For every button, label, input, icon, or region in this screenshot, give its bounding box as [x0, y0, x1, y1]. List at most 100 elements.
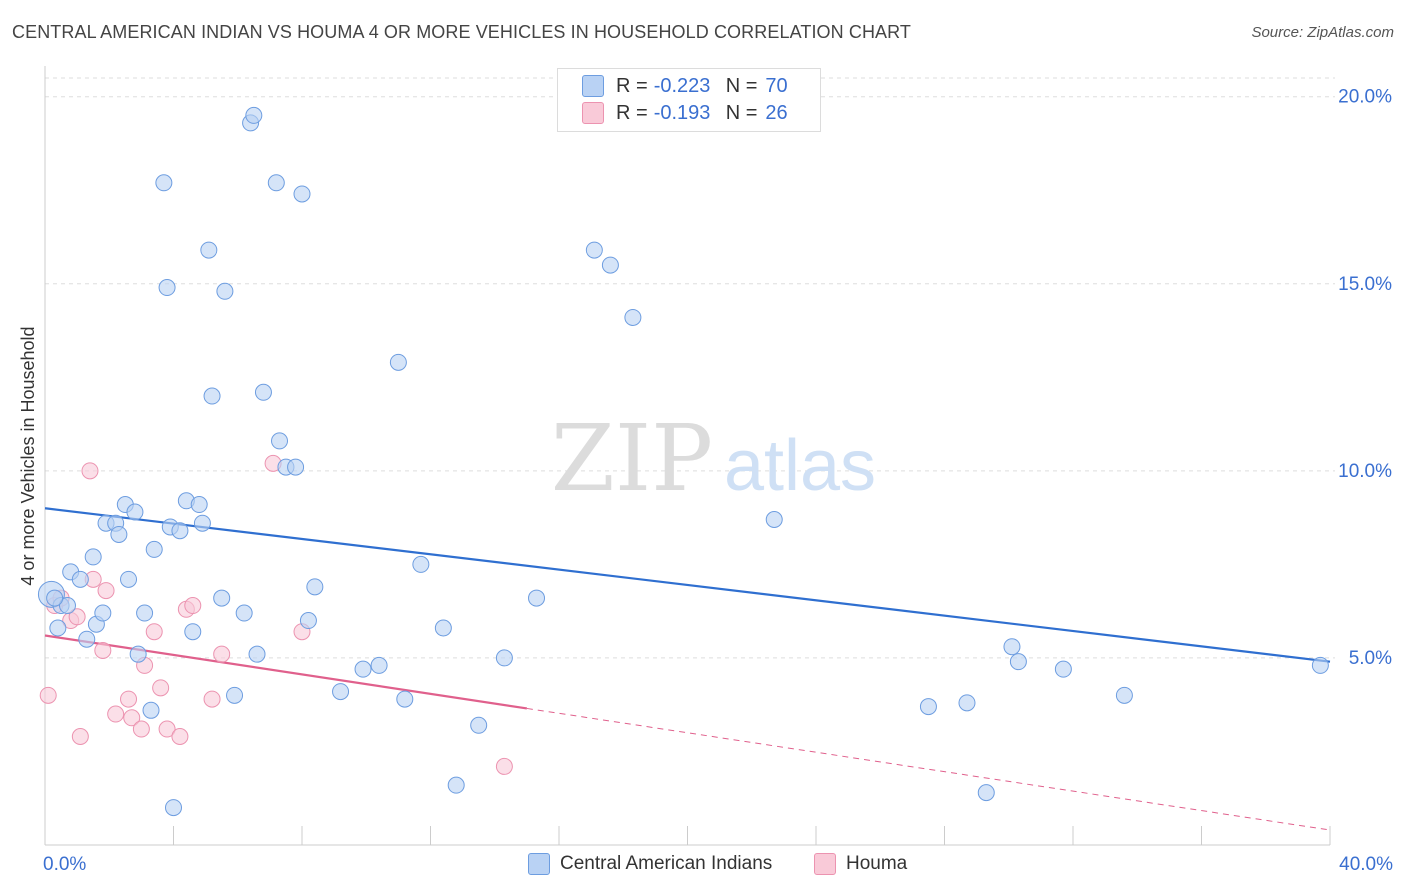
point-central-american-indians [46, 589, 64, 607]
point-central-american-indians [254, 383, 272, 401]
point-houma [203, 690, 221, 708]
legend-r-value: -0.223 [653, 74, 711, 97]
point-houma [123, 709, 141, 727]
point-central-american-indians [248, 645, 266, 663]
point-central-american-indians [49, 619, 67, 637]
legend-swatch-blue [582, 75, 604, 97]
point-central-american-indians [165, 799, 182, 817]
legend-row-houma: R = -0.193 N = 26 [582, 101, 788, 125]
y-tick-label: 20.0% [1338, 87, 1392, 108]
legend-r-label: R = [616, 74, 648, 97]
points-layer [37, 106, 1329, 817]
point-houma [152, 679, 170, 697]
bottom-legend-houma: Houma [814, 852, 907, 876]
watermark-zip: ZIP [551, 405, 713, 512]
point-central-american-indians [412, 555, 430, 573]
point-houma [171, 727, 189, 745]
point-central-american-indians [601, 256, 619, 274]
point-central-american-indians [495, 649, 513, 667]
correlation-legend: R = -0.223 N = 70 R = -0.193 N = 26 [557, 68, 821, 132]
axis-layer: 5.0% 10.0% 15.0% 20.0% 0.0% 40.0% [43, 66, 1393, 875]
y-tick-label: 15.0% [1338, 274, 1392, 295]
point-central-american-indians [624, 308, 642, 326]
point-central-american-indians [200, 241, 218, 259]
point-houma [81, 462, 99, 480]
point-central-american-indians [71, 570, 89, 588]
point-central-american-indians [306, 578, 324, 596]
legend-n-value: 70 [765, 74, 788, 97]
point-central-american-indians [78, 630, 96, 648]
point-central-american-indians [1003, 638, 1021, 656]
point-central-american-indians [370, 656, 388, 674]
point-central-american-indians [1054, 660, 1072, 678]
point-central-american-indians [919, 698, 937, 716]
trend-line-central-american-indians [44, 507, 1331, 663]
point-central-american-indians [332, 683, 350, 701]
point-central-american-indians [396, 690, 414, 708]
point-central-american-indians [293, 185, 311, 203]
point-central-american-indians [126, 503, 144, 521]
point-central-american-indians [58, 597, 76, 615]
point-central-american-indians [136, 604, 154, 622]
bottom-legend-swatch-blue [528, 853, 550, 875]
point-houma [495, 757, 513, 775]
point-central-american-indians [765, 510, 783, 528]
trend-line-houma [44, 634, 528, 710]
point-central-american-indians [354, 660, 372, 678]
point-central-american-indians [129, 645, 147, 663]
point-houma [132, 720, 150, 738]
point-central-american-indians [389, 353, 407, 371]
chart-title: CENTRAL AMERICAN INDIAN VS HOUMA 4 OR MO… [12, 22, 912, 42]
point-central-american-indians [110, 525, 128, 543]
bottom-legend-label: Houma [846, 853, 908, 874]
y-axis-label: 4 or more Vehicles in Household [18, 326, 38, 585]
point-houma [97, 582, 115, 600]
point-central-american-indians [155, 174, 173, 192]
legend-swatch-pink [582, 102, 604, 124]
grid-layer [45, 77, 1335, 659]
bottom-legend-label: Central American Indians [560, 853, 773, 874]
point-central-american-indians [1311, 656, 1329, 674]
point-central-american-indians [84, 548, 102, 566]
bottom-legend-swatch-pink [814, 853, 836, 875]
x-tick-label: 40.0% [1339, 854, 1393, 875]
point-houma [71, 727, 89, 745]
point-central-american-indians [447, 776, 465, 794]
y-tick-label: 10.0% [1338, 461, 1392, 482]
point-central-american-indians [267, 174, 285, 192]
point-central-american-indians [158, 279, 176, 297]
point-central-american-indians [434, 619, 452, 637]
point-central-american-indians [171, 522, 189, 540]
point-central-american-indians [235, 604, 253, 622]
point-houma [213, 645, 231, 663]
point-houma [94, 641, 112, 659]
point-houma [184, 597, 202, 615]
point-houma [145, 623, 163, 641]
watermark: ZIP atlas [551, 405, 876, 512]
point-central-american-indians [213, 589, 231, 607]
x-tick-label: 0.0% [43, 854, 86, 875]
point-houma [39, 686, 57, 704]
legend-n-label: N = [725, 101, 758, 124]
point-central-american-indians [94, 604, 112, 622]
point-central-american-indians [190, 496, 208, 514]
point-central-american-indians [226, 686, 244, 704]
point-central-american-indians [193, 514, 211, 532]
chart-source: Source: ZipAtlas.com [1251, 24, 1394, 41]
point-central-american-indians [145, 540, 163, 558]
point-central-american-indians [585, 241, 603, 259]
point-central-american-indians [470, 716, 488, 734]
point-central-american-indians [287, 458, 305, 476]
trend-layer [44, 507, 1331, 831]
point-central-american-indians [271, 432, 289, 450]
point-central-american-indians [299, 612, 317, 630]
trend-line-extension-houma [526, 707, 1331, 831]
legend-r-value: -0.193 [653, 101, 711, 124]
y-tick-label: 5.0% [1349, 648, 1392, 669]
point-central-american-indians [528, 589, 546, 607]
legend-row-central-american-indians: R = -0.223 N = 70 [582, 74, 788, 98]
point-central-american-indians [977, 784, 995, 802]
point-central-american-indians [216, 282, 234, 300]
point-houma [120, 690, 138, 708]
point-central-american-indians [958, 694, 976, 712]
